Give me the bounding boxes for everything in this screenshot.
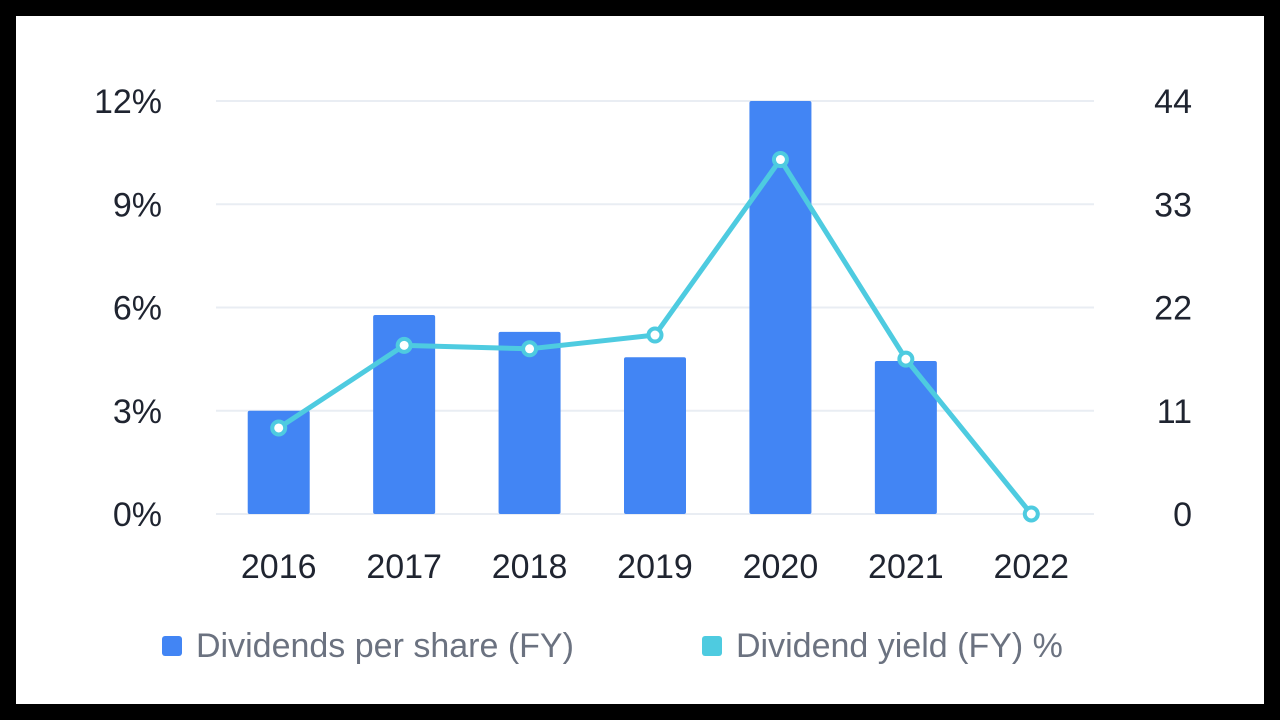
right-axis: 0 11 22 33 44 — [1154, 83, 1192, 534]
left-tick-label: 9% — [113, 186, 162, 224]
line-series — [270, 151, 1040, 523]
legend-label-yield: Dividend yield (FY) % — [736, 627, 1063, 665]
bar-2016[interactable] — [247, 410, 310, 514]
x-tick-label: 2021 — [868, 548, 944, 586]
left-tick-label: 3% — [113, 393, 162, 431]
x-tick-label: 2016 — [241, 548, 317, 586]
yield-point-2016[interactable] — [270, 419, 288, 437]
x-tick-label: 2022 — [993, 548, 1069, 586]
bar-series — [247, 101, 937, 514]
x-tick-label: 2017 — [366, 548, 442, 586]
right-tick-label: 11 — [1157, 393, 1192, 431]
bar-2017[interactable] — [373, 315, 436, 514]
right-tick-label: 44 — [1154, 83, 1192, 121]
right-tick-label: 0 — [1173, 496, 1192, 534]
legend-swatch-yield — [702, 636, 722, 656]
chart-card: 0% 3% 6% 9% 12% 0 11 22 33 44 2016 2017 2018 2019 20… — [16, 16, 1264, 704]
legend-swatch-dividends — [162, 636, 182, 656]
x-tick-label: 2018 — [492, 548, 568, 586]
bar-2018[interactable] — [498, 331, 561, 514]
left-tick-label: 6% — [113, 290, 162, 328]
yield-point-2017[interactable] — [395, 336, 413, 354]
right-tick-label: 22 — [1154, 290, 1192, 328]
legend-item-dividends[interactable]: Dividends per share (FY) — [162, 627, 574, 665]
yield-point-2021[interactable] — [897, 350, 915, 368]
yield-point-2020[interactable] — [771, 151, 789, 169]
left-tick-label: 12% — [94, 83, 162, 121]
yield-point-2019[interactable] — [646, 326, 664, 344]
x-tick-label: 2020 — [743, 548, 819, 586]
x-tick-label: 2019 — [617, 548, 693, 586]
legend-label-dividends: Dividends per share (FY) — [196, 627, 574, 665]
bar-2021[interactable] — [874, 361, 937, 514]
yield-point-2022[interactable] — [1022, 505, 1040, 523]
left-axis: 0% 3% 6% 9% 12% — [94, 83, 162, 534]
right-tick-label: 33 — [1154, 186, 1192, 224]
x-axis: 2016 2017 2018 2019 2020 2021 2022 — [241, 548, 1069, 586]
bar-2020[interactable] — [749, 101, 812, 514]
bar-2019[interactable] — [624, 357, 686, 514]
legend: Dividends per share (FY) Dividend yield … — [162, 627, 1063, 665]
left-tick-label: 0% — [113, 496, 162, 534]
legend-item-yield[interactable]: Dividend yield (FY) % — [702, 627, 1063, 665]
yield-point-2018[interactable] — [521, 340, 539, 358]
